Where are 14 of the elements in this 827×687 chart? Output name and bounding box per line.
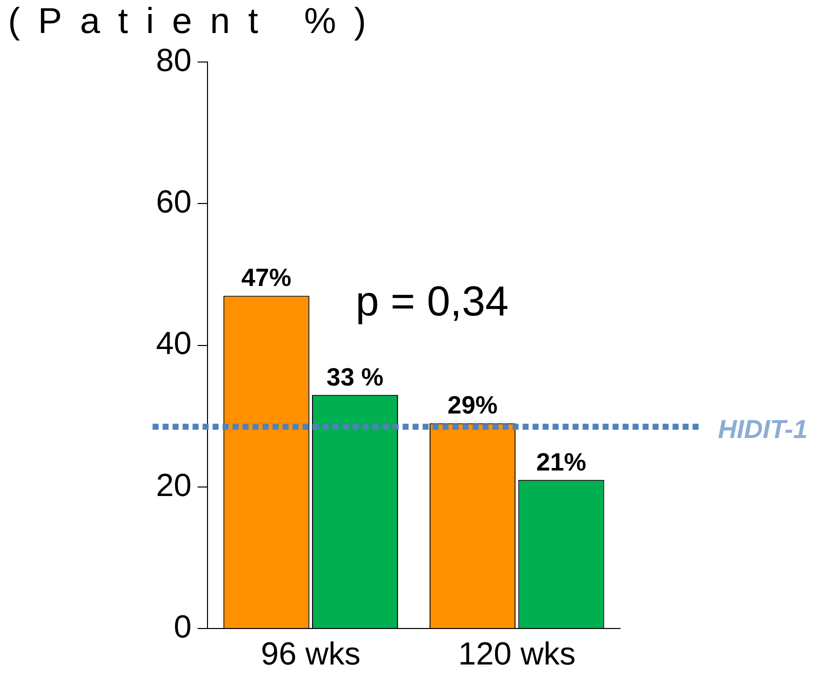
y-tick-label: 60 [156, 183, 192, 220]
y-tick-label: 20 [156, 466, 192, 503]
data-label: 21% [536, 448, 586, 476]
y-tick-label: 40 [156, 325, 192, 362]
data-label: 47% [241, 264, 292, 292]
y-tick-label: 80 [156, 42, 192, 78]
annotation: p = 0,34 [356, 278, 509, 325]
x-tick-label: 96 wks [260, 636, 360, 672]
data-label: 29% [448, 392, 498, 420]
x-tick-label: 120 wks [458, 636, 576, 672]
ref-line-label: HIDIT-1 [718, 414, 808, 444]
y-tick-label: 0 [174, 608, 192, 644]
data-label: 33 % [326, 363, 384, 392]
y-axis-title: (Patient %) [8, 0, 384, 42]
